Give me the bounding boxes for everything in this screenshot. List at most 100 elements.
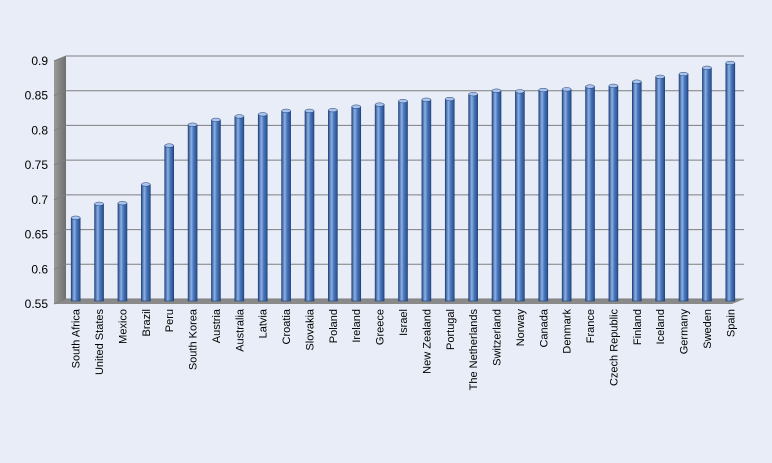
x-tick-label: New Zealand <box>421 309 433 374</box>
gridline <box>53 55 744 62</box>
bar-body <box>561 89 572 302</box>
bar-top <box>538 87 549 93</box>
bar <box>491 88 502 302</box>
bar-top <box>632 79 642 84</box>
x-tick-label: South Africa <box>71 308 83 368</box>
bar-top <box>351 104 361 109</box>
bar-body <box>538 89 549 302</box>
bar <box>678 72 689 302</box>
bar-top <box>70 215 81 220</box>
bar-top <box>445 96 455 102</box>
bar-body <box>234 116 245 302</box>
bar <box>94 201 104 302</box>
bar <box>515 89 525 302</box>
x-tick-label: Canada <box>538 308 550 347</box>
bar <box>304 108 315 302</box>
x-tick-label: Sweden <box>702 309 714 349</box>
bar-body <box>94 203 104 302</box>
bar-body <box>421 99 432 302</box>
bar-top <box>374 102 385 107</box>
bar <box>421 97 432 302</box>
bar <box>141 182 151 302</box>
bar <box>328 108 338 302</box>
bar <box>234 114 245 302</box>
bar-body <box>351 106 362 302</box>
bar-body <box>70 217 81 302</box>
x-tick-label: Portugal <box>445 309 457 350</box>
bar <box>374 102 385 302</box>
bar-body <box>444 98 455 302</box>
bar <box>608 83 619 302</box>
bar <box>70 215 81 302</box>
bar <box>351 104 362 302</box>
bar-top <box>678 72 689 77</box>
bar-top <box>257 112 268 117</box>
x-tick-label: Israel <box>398 309 410 336</box>
y-tick-label: 0.7 <box>31 193 48 207</box>
bar-top <box>491 88 502 93</box>
x-tick-label: Switzerland <box>492 309 504 366</box>
x-tick-label: France <box>585 309 597 343</box>
bar <box>281 108 291 302</box>
y-tick-label: 0.65 <box>25 228 49 242</box>
x-tick-label: Peru <box>164 309 176 332</box>
x-tick-label: Slovakia <box>304 308 316 350</box>
bar <box>187 122 198 302</box>
x-tick-label: Finland <box>632 309 644 345</box>
x-tick-label: Czech Republic <box>608 309 620 387</box>
bar-top <box>164 143 174 148</box>
bar-top <box>211 117 221 122</box>
bar-top <box>585 84 595 89</box>
y-tick-label: 0.55 <box>25 297 49 311</box>
bar <box>164 143 175 302</box>
bar-body <box>328 109 338 302</box>
bar <box>631 79 642 302</box>
floor <box>54 299 744 304</box>
x-tick-label: South Korea <box>188 308 200 370</box>
x-tick-label: Latvia <box>258 308 270 338</box>
x-tick-label: Croatia <box>281 308 293 344</box>
bar-top <box>234 114 245 119</box>
y-tick-label: 0.9 <box>31 54 48 68</box>
bar-body <box>374 104 385 302</box>
bar-top <box>515 89 525 94</box>
bar <box>117 201 128 302</box>
x-tick-label: Mexico <box>117 309 129 344</box>
y-tick-label: 0.6 <box>31 262 48 276</box>
bar-body <box>678 73 689 302</box>
x-tick-label: Ireland <box>351 309 363 343</box>
bar-body <box>725 62 736 302</box>
bar-top <box>398 99 408 104</box>
bar <box>444 96 455 302</box>
bar-body <box>117 202 128 302</box>
bar-top <box>117 201 128 206</box>
bar-body <box>211 119 221 302</box>
bar-top <box>141 182 151 187</box>
side-wall <box>54 56 66 304</box>
bar-body <box>281 110 291 302</box>
bar-top <box>187 122 198 127</box>
bar <box>468 92 478 302</box>
x-tick-label: Iceland <box>655 309 667 344</box>
x-tick-label: Austria <box>211 308 223 343</box>
bar <box>655 74 665 302</box>
bar <box>702 65 712 302</box>
bar <box>538 87 549 302</box>
x-tick-label: Germany <box>679 309 691 355</box>
bar-top <box>328 108 338 113</box>
plot-area: 0.55 0.6 0.65 0.7 0.75 0.8 0.85 0.9 South Africa… <box>25 54 744 390</box>
bar-top <box>468 92 478 97</box>
bar <box>725 60 736 302</box>
bar-top <box>725 60 736 65</box>
bar-top <box>421 97 432 102</box>
x-tick-label: Greece <box>375 309 387 345</box>
bar <box>561 87 572 302</box>
x-tick-label: The Netherlands <box>468 309 480 391</box>
y-tick-label: 0.85 <box>25 89 49 103</box>
x-tick-label: Brazil <box>141 309 153 337</box>
bar-body <box>187 124 198 302</box>
x-tick-label: Poland <box>328 309 340 343</box>
bar-top <box>281 108 291 113</box>
bar-body <box>164 145 175 302</box>
